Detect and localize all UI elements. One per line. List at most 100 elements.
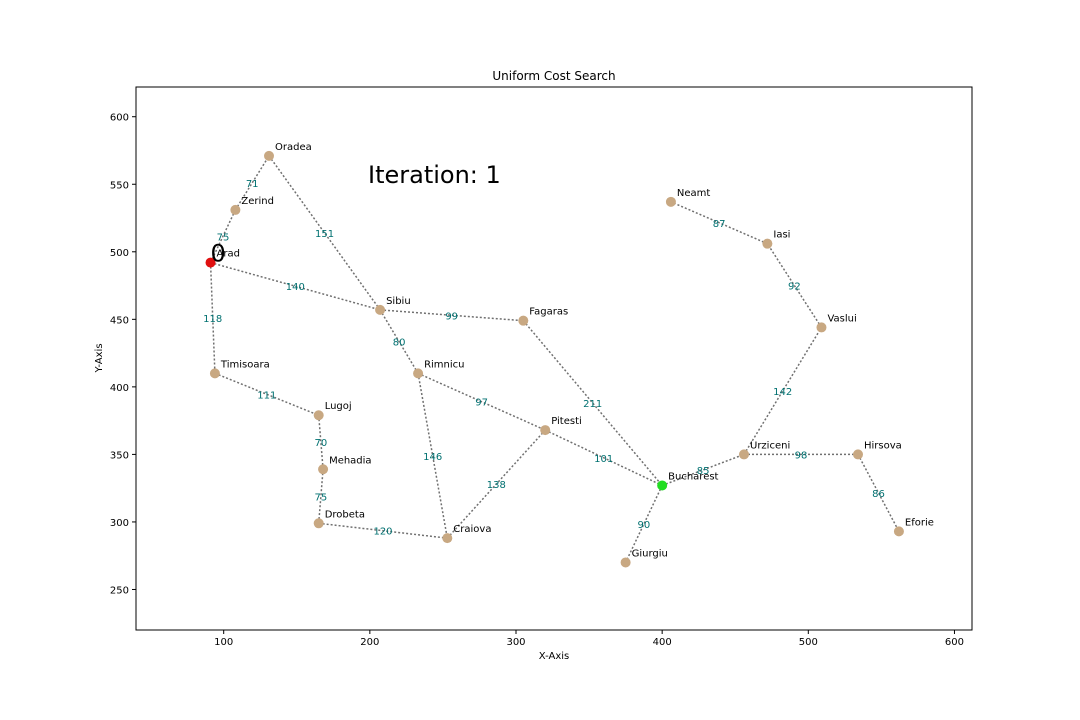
x-tick-label-100: 100: [214, 637, 233, 648]
edge-cost-rimnicu-pitesti: 97: [475, 398, 488, 409]
y-axis-ticks: 250 300 350 400 450 500 550 600: [110, 113, 136, 596]
y-tick-label-350: 350: [110, 450, 129, 461]
edge-cost-arad-timisoara: 118: [203, 314, 222, 325]
node-label-sibiu: Sibiu: [386, 296, 411, 307]
node-vaslui: [816, 322, 827, 333]
node-label-lugoj: Lugoj: [325, 401, 352, 412]
y-tick-label-450: 450: [110, 315, 129, 326]
edge-craiova-pitesti: [446, 429, 546, 539]
iteration-label: Iteration: 1: [368, 161, 501, 189]
node-label-eforie: Eforie: [905, 517, 934, 528]
edge-bucharest-urziceni: [661, 453, 745, 487]
node-sibiu: [375, 304, 386, 315]
edge-drobeta-craiova: [318, 522, 448, 539]
edge-cost-arad-sibiu: 140: [286, 282, 305, 293]
node-label-hirsova: Hirsova: [864, 440, 902, 451]
node-oradea: [264, 150, 274, 161]
node-iasi: [762, 238, 773, 249]
x-tick-label-400: 400: [653, 637, 672, 648]
edge-cost-bucharest-urziceni: 85: [697, 466, 710, 477]
node-lugoj: [313, 410, 324, 421]
edge-cost-mehadia-drobeta: 75: [315, 492, 328, 503]
x-tick-label-600: 600: [945, 637, 964, 648]
node-drobeta: [313, 518, 324, 529]
edge-cost-craiova-pitesti: 138: [487, 480, 506, 491]
node-label-bucharest: Bucharest: [668, 471, 718, 482]
y-tick-label-550: 550: [110, 180, 129, 191]
node-eforie: [893, 526, 904, 537]
node-hirsova: [853, 449, 863, 460]
x-tick-label-300: 300: [506, 637, 525, 648]
node-fagaras: [518, 315, 529, 326]
y-tick-label-400: 400: [110, 383, 129, 394]
graph-nodes: [205, 150, 904, 568]
y-tick-label-250: 250: [110, 585, 129, 596]
node-label-timisoara: Timisoara: [220, 359, 270, 370]
node-label-zerind: Zerind: [241, 196, 274, 207]
node-craiova: [442, 533, 453, 544]
edge-arad-sibiu: [210, 261, 381, 311]
node-label-rimnicu: Rimnicu: [424, 359, 464, 370]
edge-cost-pitesti-bucharest: 101: [594, 454, 613, 465]
y-axis-label: Y-Axis: [94, 343, 105, 373]
edge-timisoara-lugoj: [214, 372, 319, 416]
chart-title: Uniform Cost Search: [492, 69, 615, 83]
node-labels: Arad Zerind Oradea Timisoara Lugoj Mehadia Dro…: [217, 142, 934, 560]
node-label-drobeta: Drobeta: [325, 509, 365, 520]
node-label-giurgiu: Giurgiu: [632, 548, 668, 559]
edge-cost-urziceni-vaslui: 142: [773, 387, 792, 398]
edge-cost-lugoj-mehadia: 70: [315, 438, 328, 449]
x-tick-label-200: 200: [360, 637, 379, 648]
node-zerind: [230, 204, 241, 215]
node-label-fagaras: Fagaras: [529, 307, 568, 318]
edge-cost-sibiu-fagaras: 99: [445, 311, 458, 322]
edge-rimnicu-pitesti: [417, 372, 546, 431]
y-tick-label-300: 300: [110, 518, 129, 529]
x-axis-ticks: 100 200 300 400 500 600: [214, 630, 964, 648]
y-tick-label-600: 600: [110, 113, 129, 124]
node-bucharest: [657, 480, 668, 491]
node-label-neamt: Neamt: [677, 188, 711, 199]
node-mehadia: [318, 464, 329, 475]
node-rimnicu: [413, 368, 424, 379]
edge-cost-oradea-sibiu: 151: [315, 229, 334, 240]
y-tick-label-500: 500: [110, 248, 129, 259]
current-cost-label: 0: [211, 240, 226, 268]
node-label-arad: Arad: [217, 249, 240, 260]
edge-cost-fagaras-bucharest: 211: [583, 399, 602, 410]
edge-cost-bucharest-giurgiu: 90: [638, 520, 651, 531]
node-arad: [205, 257, 216, 268]
edge-cost-hirsova-eforie: 86: [872, 489, 885, 500]
edge-cost-rimnicu-craiova: 146: [423, 452, 442, 463]
node-pitesti: [540, 425, 551, 436]
x-axis-label: X-Axis: [539, 651, 570, 662]
edge-arad-timisoara: [209, 262, 216, 374]
node-urziceni: [739, 449, 749, 460]
edge-cost-urziceni-hirsova: 98: [795, 450, 808, 461]
node-neamt: [665, 196, 676, 207]
edge-pitesti-bucharest: [544, 429, 663, 487]
edge-vaslui-iasi: [766, 243, 823, 328]
edge-sibiu-rimnicu: [379, 309, 419, 374]
edge-cost-iasi-neamt: 87: [713, 219, 726, 230]
node-label-oradea: Oradea: [275, 142, 312, 153]
node-timisoara: [209, 368, 220, 379]
edge-cost-vaslui-iasi: 92: [788, 282, 801, 293]
edge-cost-labels: 75 71 140 151 118 111 70 75 120 99 80 97 146 138 101 21…: [203, 179, 885, 538]
edge-zerind-oradea: [234, 155, 270, 211]
edge-cost-zerind-oradea: 71: [246, 179, 259, 190]
graph-edges: [209, 155, 900, 563]
node-label-urziceni: Urziceni: [750, 440, 790, 451]
x-tick-label-500: 500: [799, 637, 818, 648]
edge-lugoj-mehadia: [317, 415, 324, 470]
node-label-pitesti: Pitesti: [551, 416, 582, 427]
edge-cost-timisoara-lugoj: 111: [257, 390, 276, 401]
plot-frame: [135, 86, 973, 631]
node-label-mehadia: Mehadia: [329, 455, 372, 466]
edge-iasi-neamt: [670, 201, 768, 245]
edge-urziceni-vaslui: [743, 327, 823, 455]
edge-arad-zerind: [209, 209, 237, 263]
node-label-iasi: Iasi: [773, 230, 790, 241]
